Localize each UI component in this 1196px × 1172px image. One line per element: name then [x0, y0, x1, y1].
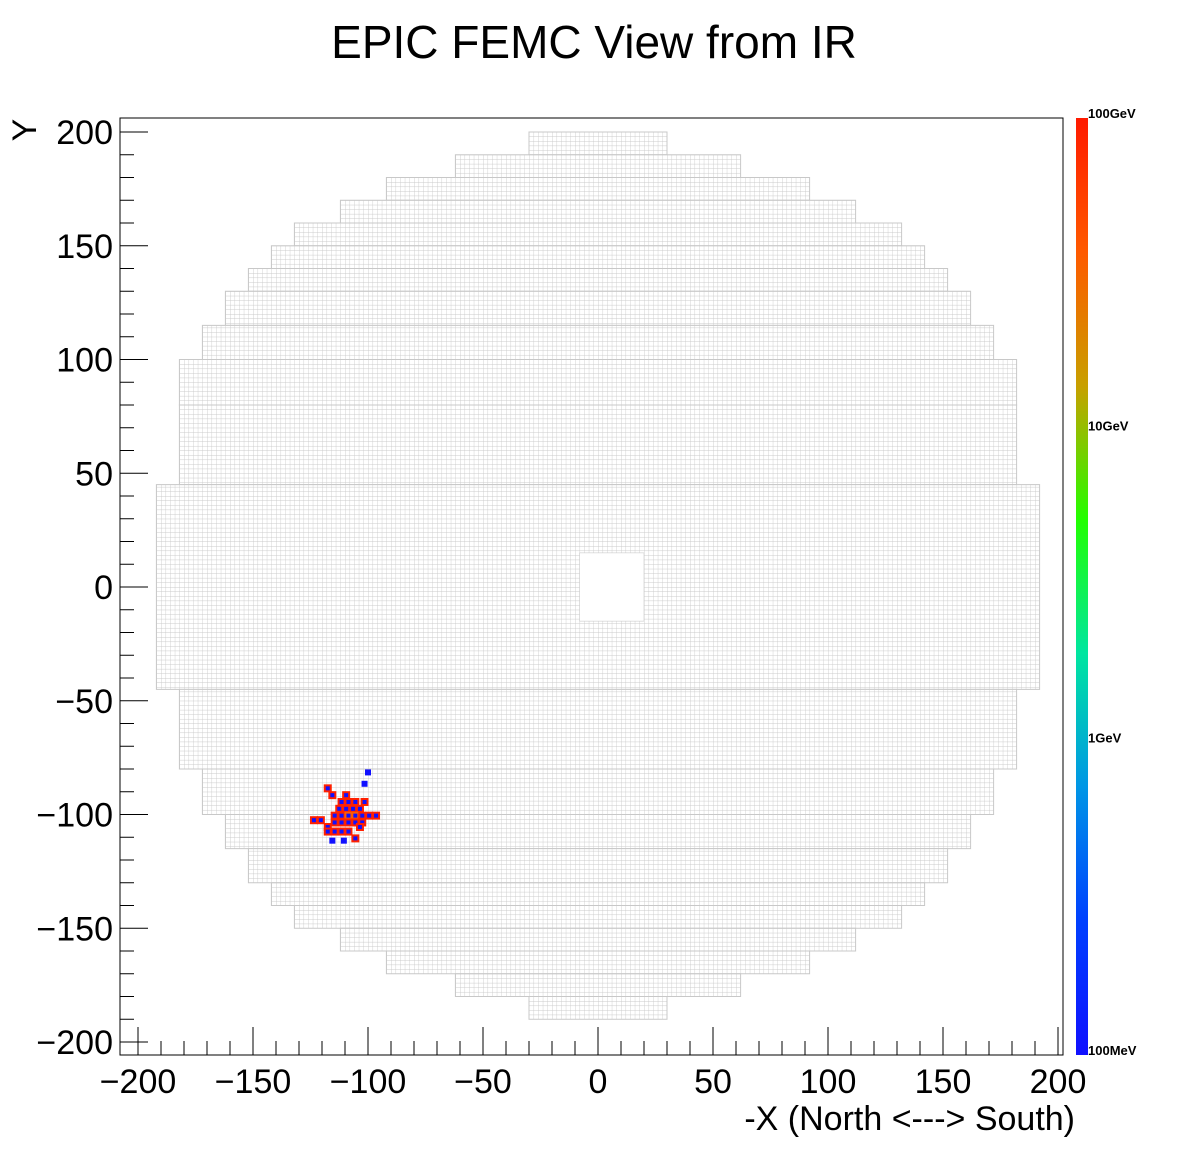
hit-tower-0: [365, 769, 371, 776]
energy-hits: [309, 769, 381, 844]
detector-row-16: [270, 882, 926, 906]
x-tick-label: −100: [330, 1063, 407, 1101]
hit-tower-23: [337, 818, 346, 827]
hit-tower-34: [329, 837, 336, 844]
hit-tower-19: [372, 811, 381, 820]
hit-tower-29: [323, 827, 332, 836]
y-tick-label: −100: [36, 797, 113, 835]
hit-tower-35: [340, 837, 347, 844]
hit-tower-24: [344, 818, 353, 827]
detector-row-0: [528, 131, 668, 156]
detector-row-17: [293, 905, 903, 929]
hit-tower-16: [351, 811, 360, 820]
colorbar-gradient: [1076, 118, 1088, 1055]
hit-tower-32: [344, 827, 353, 836]
colorbar: 100GeV 10GeV 1GeV 100MeV: [1076, 106, 1137, 1058]
hit-tower-12: [355, 804, 364, 813]
detector-row-1: [454, 154, 742, 178]
hit-tower-31: [337, 827, 346, 836]
detector-row-13: [201, 768, 995, 815]
x-tick-label: −150: [215, 1063, 292, 1101]
hit-tower-3: [328, 791, 337, 800]
detector-row-12: [178, 688, 1018, 770]
hit-tower-13: [330, 811, 339, 820]
hit-tower-1: [361, 780, 368, 787]
hit-tower-8: [360, 797, 369, 806]
hit-tower-14: [337, 811, 346, 820]
detector-row-21: [528, 996, 668, 1020]
y-tick-label: 0: [94, 569, 113, 607]
x-axis-label: -X (North <---> South): [744, 1100, 1075, 1138]
detector-row-5: [270, 245, 926, 269]
y-tick-label: 200: [56, 114, 113, 152]
beam-pipe-hole: [579, 552, 645, 622]
hit-tower-18: [365, 811, 374, 820]
detector-row-19: [385, 950, 811, 975]
y-tick-label: −200: [36, 1024, 113, 1062]
x-tick-label: 200: [1030, 1063, 1087, 1101]
x-tick-label: 100: [800, 1063, 857, 1101]
hit-tower-5: [337, 797, 346, 806]
x-tick-label: −50: [454, 1063, 512, 1101]
y-tick-label: −150: [36, 910, 113, 948]
hit-tower-33: [351, 834, 360, 843]
detector-row-20: [454, 973, 742, 997]
detector-row-4: [293, 222, 903, 247]
colorbar-label: 100GeV: [1088, 106, 1136, 121]
hit-tower-17: [358, 811, 367, 820]
hit-tower-6: [344, 797, 353, 806]
y-tick-label: 100: [56, 342, 113, 380]
hit-tower-20: [309, 816, 318, 825]
detector-row-9: [178, 359, 1018, 406]
hit-tower-9: [335, 804, 344, 813]
hit-tower-30: [330, 827, 339, 836]
y-axis-label: Y: [6, 119, 44, 142]
detector-row-10: [178, 404, 1018, 486]
detector-row-7: [224, 290, 972, 326]
y-tick-label: 50: [75, 455, 113, 493]
hit-tower-4: [342, 791, 351, 800]
hit-tower-11: [349, 804, 358, 813]
hit-tower-22: [330, 818, 339, 827]
detector-row-3: [339, 199, 857, 224]
colorbar-label: 1GeV: [1088, 731, 1122, 746]
axes: −200 −150 −100 −50 0 50 100 150 200 −200 −150 −100 −…: [36, 114, 1086, 1101]
detector-row-15: [247, 848, 949, 884]
hit-tower-7: [351, 797, 360, 806]
x-tick-label: 0: [589, 1063, 608, 1101]
hit-tower-2: [323, 784, 332, 793]
y-tick-label: −50: [55, 683, 113, 721]
chart-title: EPIC FEMC View from IR: [331, 16, 857, 68]
x-tick-label: −200: [100, 1063, 177, 1101]
colorbar-label: 10GeV: [1088, 418, 1129, 433]
detector-row-6: [247, 268, 949, 292]
detector-row-8: [201, 324, 995, 360]
hit-tower-10: [342, 804, 351, 813]
detector-grid: [155, 131, 1041, 1020]
detector-row-18: [339, 927, 857, 952]
x-tick-label: 50: [694, 1063, 732, 1101]
hit-tower-28: [355, 823, 364, 832]
colorbar-label: 100MeV: [1088, 1043, 1137, 1058]
x-tick-label: 150: [915, 1063, 972, 1101]
hit-tower-21: [316, 816, 325, 825]
detector-row-2: [385, 177, 811, 201]
hit-tower-15: [344, 811, 353, 820]
y-tick-label: 150: [56, 228, 113, 266]
